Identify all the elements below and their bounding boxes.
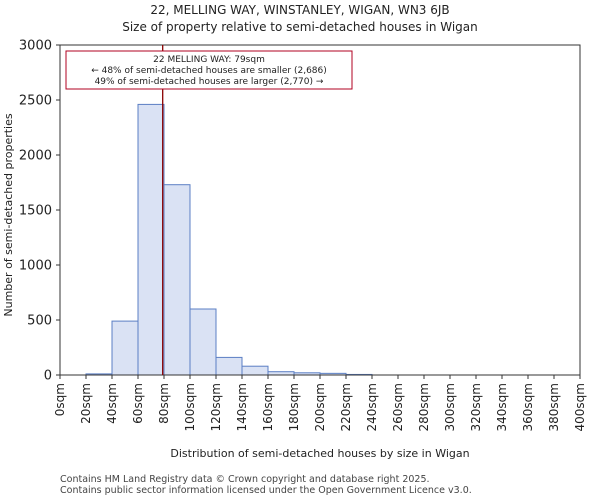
bar-120sqm: [215, 356, 243, 376]
annotation-line-3: 49% of semi-detached houses are larger (…: [95, 77, 324, 87]
x-tick-label: 240sqm: [365, 383, 379, 431]
bar-80sqm: [163, 184, 191, 376]
y-tick-label: 2500: [19, 94, 52, 109]
x-tick-label: 300sqm: [443, 383, 457, 431]
x-tick-label: 380sqm: [547, 383, 561, 431]
chart-subtitle: Size of property relative to semi-detach…: [122, 20, 478, 34]
bar-100sqm: [189, 308, 217, 376]
y-tick-label: 1500: [19, 204, 52, 219]
x-tick-label: 20sqm: [79, 383, 93, 424]
y-tick-label: 2000: [19, 149, 52, 164]
y-tick-label: 3000: [19, 39, 52, 54]
y-tick-label: 1000: [19, 259, 52, 274]
annotation-box: 22 MELLING WAY: 79sqm ← 48% of semi-deta…: [65, 50, 353, 90]
x-axis-label: Distribution of semi-detached houses by …: [170, 447, 469, 460]
x-tick-label: 160sqm: [261, 383, 275, 431]
x-tick-label: 320sqm: [469, 383, 483, 431]
x-tick-label: 400sqm: [573, 383, 587, 431]
x-tick-label: 360sqm: [521, 383, 535, 431]
x-tick-label: 340sqm: [495, 383, 509, 431]
bars-group: [85, 103, 373, 376]
histogram-chart: 0 500 1000 1500 2000 2500 3000 0sqm 20sqm 40sqm 6…: [2, 39, 587, 461]
x-tick-label: 140sqm: [235, 383, 249, 431]
chart-title: 22, MELLING WAY, WINSTANLEY, WIGAN, WN3 …: [150, 3, 450, 17]
x-tick-label: 80sqm: [157, 383, 171, 424]
y-ticks-group: 0 500 1000 1500 2000 2500 3000: [19, 39, 60, 384]
x-tick-label: 100sqm: [183, 383, 197, 431]
bar-140sqm: [241, 365, 269, 376]
x-tick-label: 200sqm: [313, 383, 327, 431]
bar-40sqm: [111, 320, 139, 376]
x-tick-label: 280sqm: [417, 383, 431, 431]
y-tick-label: 0: [44, 369, 52, 384]
x-tick-label: 0sqm: [53, 383, 67, 416]
x-tick-label: 60sqm: [131, 383, 145, 424]
x-tick-label: 40sqm: [105, 383, 119, 424]
x-tick-label: 120sqm: [209, 383, 223, 431]
x-ticks-group: 0sqm 20sqm 40sqm 60sqm 80sqm 100sqm 120sqm 140s…: [53, 375, 587, 431]
footer-licence: Contains public sector information licen…: [60, 485, 472, 496]
x-tick-label: 220sqm: [339, 383, 353, 431]
x-tick-label: 180sqm: [287, 383, 301, 431]
bar-60sqm: [137, 103, 165, 376]
x-tick-label: 260sqm: [391, 383, 405, 431]
y-tick-label: 500: [27, 314, 52, 329]
annotation-border: [65, 50, 353, 90]
annotation-line-1: 22 MELLING WAY: 79sqm: [153, 55, 265, 65]
y-axis-label: Number of semi-detached properties: [2, 113, 15, 316]
annotation-line-2: ← 48% of semi-detached houses are smalle…: [91, 66, 327, 76]
footer-copyright: Contains HM Land Registry data © Crown c…: [60, 474, 430, 485]
